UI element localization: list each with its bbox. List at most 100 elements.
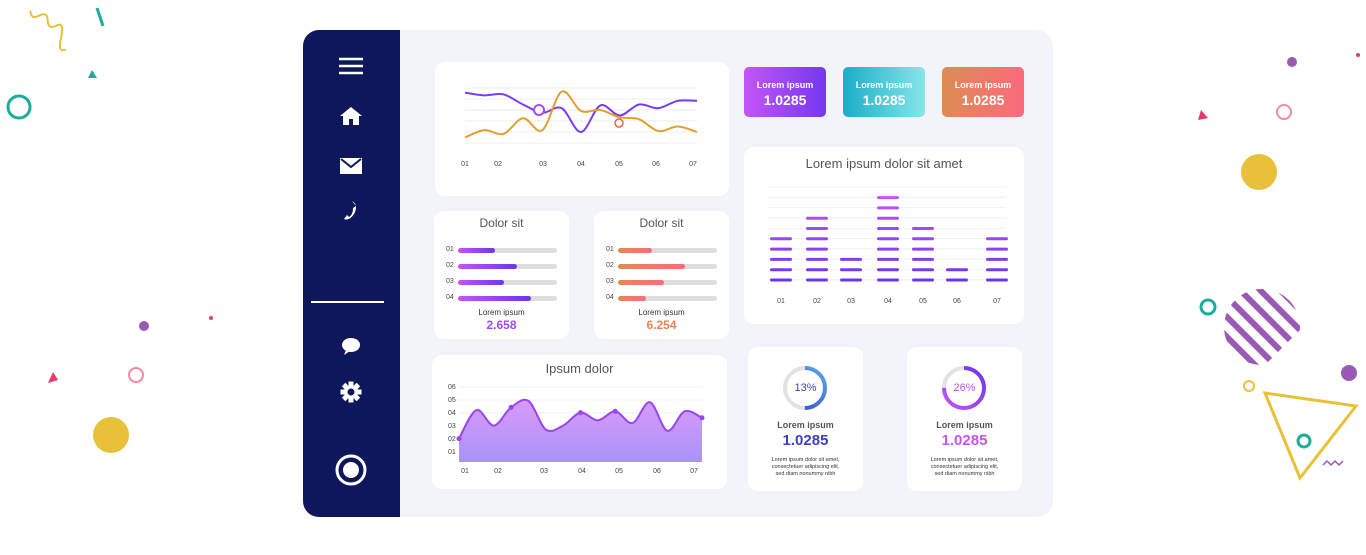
record-icon[interactable]	[335, 454, 367, 486]
progress-row: 02	[606, 262, 717, 270]
donut-description: sed diam nonummy nibh	[775, 471, 836, 477]
bar-segment	[877, 196, 899, 200]
bar-segment	[877, 268, 899, 272]
progress-card: Dolor sit 01 02 03 04 Lorem ipsum 6.254	[594, 211, 729, 339]
donut-fill	[942, 366, 986, 410]
chat-icon[interactable]	[335, 332, 367, 360]
x-tick-label: 05	[615, 468, 623, 475]
data-point	[578, 410, 583, 416]
progress-label: 02	[446, 262, 454, 269]
kpi-card[interactable]: Lorem ipsum 1.0285	[744, 67, 826, 117]
x-tick-label: 03	[539, 161, 547, 168]
kpi-value: 1.0285	[763, 92, 807, 108]
bar-segment	[986, 247, 1008, 251]
y-tick-label: 02	[448, 436, 456, 443]
donut-card: 26% Lorem ipsum 1.0285 Lorem ipsum dolor…	[907, 347, 1022, 491]
x-tick-label: 03	[540, 468, 548, 475]
x-tick-label: 01	[461, 161, 469, 168]
donut-description: sed diam nonummy nibh	[934, 471, 995, 477]
x-tick-label: 06	[652, 161, 660, 168]
kpi-label: Lorem ipsum	[954, 80, 1012, 90]
kpi-label: Lorem ipsum	[756, 80, 814, 90]
progress-row: 04	[606, 294, 717, 302]
donut-ring	[942, 366, 986, 410]
data-point	[456, 436, 462, 442]
bar-segment	[877, 257, 899, 261]
bar-segment	[770, 278, 792, 282]
progress-fill	[458, 248, 495, 253]
y-tick-label: 04	[448, 410, 456, 417]
bar-segment	[946, 268, 968, 272]
bar-segment	[806, 247, 828, 251]
bar-segment	[877, 206, 899, 210]
data-point	[612, 408, 618, 414]
mail-icon[interactable]	[335, 152, 367, 180]
home-icon[interactable]	[335, 102, 367, 130]
progress-track	[618, 264, 717, 269]
bar-segment	[770, 268, 792, 272]
progress-label: 01	[606, 246, 614, 253]
bar-segment	[986, 268, 1008, 272]
bar-segment	[912, 227, 934, 230]
kpi-card[interactable]: Lorem ipsum 1.0285	[843, 67, 925, 117]
x-tick-label: 03	[847, 298, 855, 305]
progress-card-title: Dolor sit	[479, 216, 524, 230]
area-chart: 01 02 03 04 05 06 01 02 03 04 05 06 07	[448, 384, 705, 475]
progress-track	[618, 296, 717, 301]
bar-segment	[877, 237, 899, 241]
donut-description: consectetuer adipiscing elit,	[771, 464, 840, 470]
bar-segment	[806, 227, 828, 230]
sidebar	[303, 30, 400, 517]
donut-value: 1.0285	[782, 432, 829, 449]
bar-segment	[770, 237, 792, 241]
x-tick-label: 04	[577, 161, 585, 168]
gear-icon[interactable]	[335, 378, 367, 406]
sidebar-divider	[311, 301, 384, 303]
bar-segment	[912, 247, 934, 251]
dashboard-panel: 01 02 03 04 05 06 07 Lorem ipsum 1.0285 Lorem ip…	[303, 30, 1053, 517]
bar-chart-title: Lorem ipsum dolor sit amet	[805, 156, 963, 171]
progress-fill	[618, 264, 686, 269]
bar-segment	[806, 268, 828, 272]
y-tick-label: 01	[448, 449, 456, 456]
bar-segment	[840, 278, 862, 282]
progress-fill	[458, 264, 518, 269]
progress-track	[458, 280, 557, 285]
y-tick-label: 06	[448, 384, 456, 391]
data-point	[699, 415, 705, 421]
x-tick-label: 07	[689, 161, 697, 168]
donut-label: Lorem ipsum	[936, 420, 993, 430]
x-tick-label: 04	[884, 298, 892, 305]
progress-label: 04	[446, 294, 454, 301]
bar-segment	[946, 278, 968, 282]
kpi-value: 1.0285	[961, 92, 1005, 108]
area-fill	[459, 399, 702, 462]
x-tick-label: 01	[461, 468, 469, 475]
menu-icon[interactable]	[335, 52, 367, 80]
progress-label: 04	[606, 294, 614, 301]
phone-icon[interactable]	[335, 197, 367, 225]
data-point	[508, 404, 514, 410]
kpi-card[interactable]: Lorem ipsum 1.0285	[942, 67, 1024, 117]
progress-row: 03	[446, 278, 557, 286]
donut-ring	[783, 366, 827, 410]
progress-row: 01	[606, 246, 717, 254]
line-series-1	[464, 91, 698, 133]
progress-row: 03	[606, 278, 717, 286]
bar-segment	[806, 278, 828, 282]
bar-segment	[770, 257, 792, 261]
donut-description: consectetuer adipiscing elit,	[930, 464, 999, 470]
progress-fill	[458, 296, 532, 301]
progress-fill	[618, 296, 646, 301]
progress-label: 03	[606, 278, 614, 285]
bar-segment	[840, 268, 862, 272]
x-tick-label: 01	[777, 298, 785, 305]
donut-percent: 26%	[953, 382, 976, 394]
progress-track	[458, 248, 557, 253]
bar-segment	[877, 227, 899, 230]
area-chart-title: Ipsum dolor	[545, 361, 614, 376]
donut-fill	[783, 366, 827, 410]
line-series-2	[464, 90, 698, 139]
progress-track	[458, 296, 557, 301]
donut-percent: 13%	[794, 382, 817, 394]
